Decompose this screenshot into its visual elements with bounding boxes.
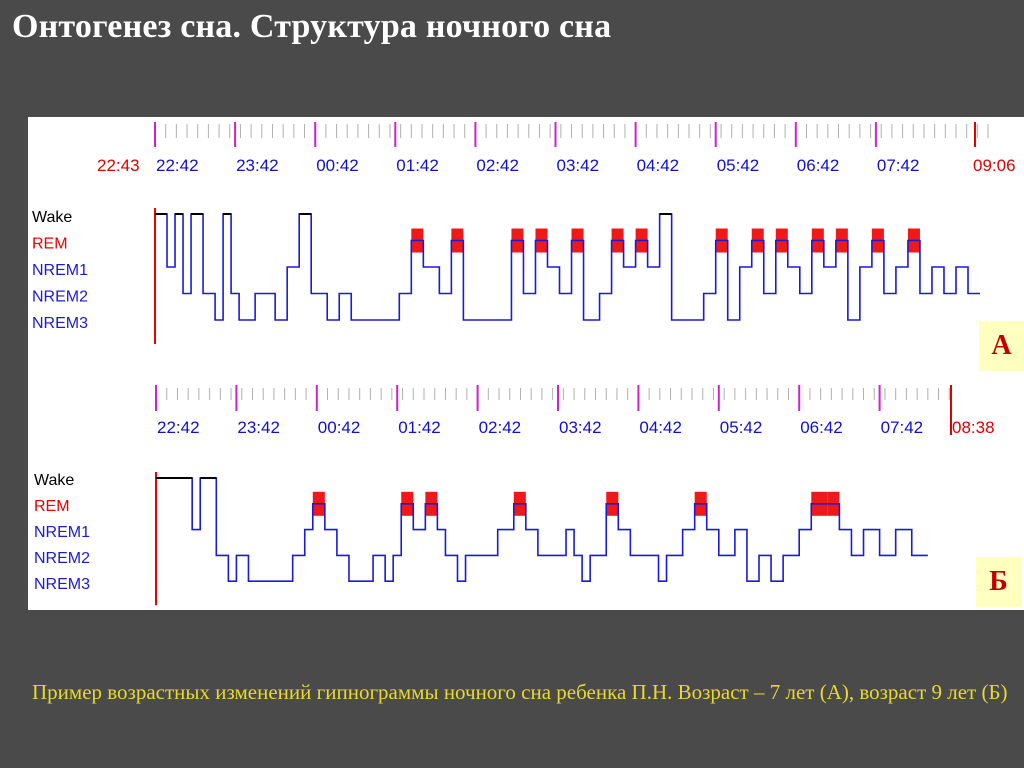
time-label-a: 01:42 xyxy=(396,156,439,175)
time-label-a: 04:42 xyxy=(637,156,680,175)
time-label-b: 00:42 xyxy=(318,418,361,437)
time-label-b: 07:42 xyxy=(881,418,924,437)
time-label-a: 03:42 xyxy=(557,156,600,175)
end-time-label-b: 08:38 xyxy=(952,418,995,437)
hypnogram-figure: 22:42 23:42 00:42 01:42 02:42 03:42 04:42 05:42… xyxy=(28,117,1024,610)
time-label-b: 02:42 xyxy=(479,418,522,437)
time-label-b: 04:42 xyxy=(639,418,682,437)
stage-label-nrem1-b: NREM1 xyxy=(34,524,90,541)
time-label-a: 02:42 xyxy=(476,156,519,175)
hypnogram-line-b xyxy=(156,477,928,582)
figure-caption: Пример возрастных изменений гипнограммы … xyxy=(32,680,1008,704)
stage-label-nrem2-b: NREM2 xyxy=(34,550,90,567)
time-label-b: 22:42 xyxy=(157,418,200,437)
time-label-b: 23:42 xyxy=(237,418,280,437)
time-label-a: 22:42 xyxy=(156,156,199,175)
time-label-a: 06:42 xyxy=(797,156,840,175)
stage-label-nrem1-a: NREM1 xyxy=(32,262,88,279)
stage-label-wake-b: Wake xyxy=(34,472,74,489)
time-label-b: 01:42 xyxy=(398,418,441,437)
start-time-label-a: 22:43 xyxy=(97,156,140,175)
stage-label-nrem3-a: NREM3 xyxy=(32,315,88,332)
stage-label-rem-b: REM xyxy=(34,498,70,515)
time-label-b: 05:42 xyxy=(720,418,763,437)
end-time-label-a: 09:06 xyxy=(973,156,1016,175)
time-label-a: 07:42 xyxy=(877,156,920,175)
stage-label-wake-a: Wake xyxy=(32,209,72,226)
panel-badge-a: А xyxy=(979,321,1024,371)
time-label-a: 00:42 xyxy=(316,156,359,175)
time-label-b: 06:42 xyxy=(800,418,843,437)
hypnogram-chart: 22:42 23:42 00:42 01:42 02:42 03:42 04:42 05:42… xyxy=(32,122,1016,606)
time-label-b: 03:42 xyxy=(559,418,602,437)
hypnogram-line-a xyxy=(155,213,981,321)
panel-badge-b: Б xyxy=(976,557,1021,607)
time-label-a: 05:42 xyxy=(717,156,760,175)
stage-label-nrem2-a: NREM2 xyxy=(32,289,88,306)
stage-label-nrem3-b: NREM3 xyxy=(34,576,90,593)
stage-label-rem-a: REM xyxy=(32,236,68,253)
time-label-a: 23:42 xyxy=(236,156,279,175)
slide-title: Онтогенез сна. Структура ночного сна xyxy=(12,8,612,45)
